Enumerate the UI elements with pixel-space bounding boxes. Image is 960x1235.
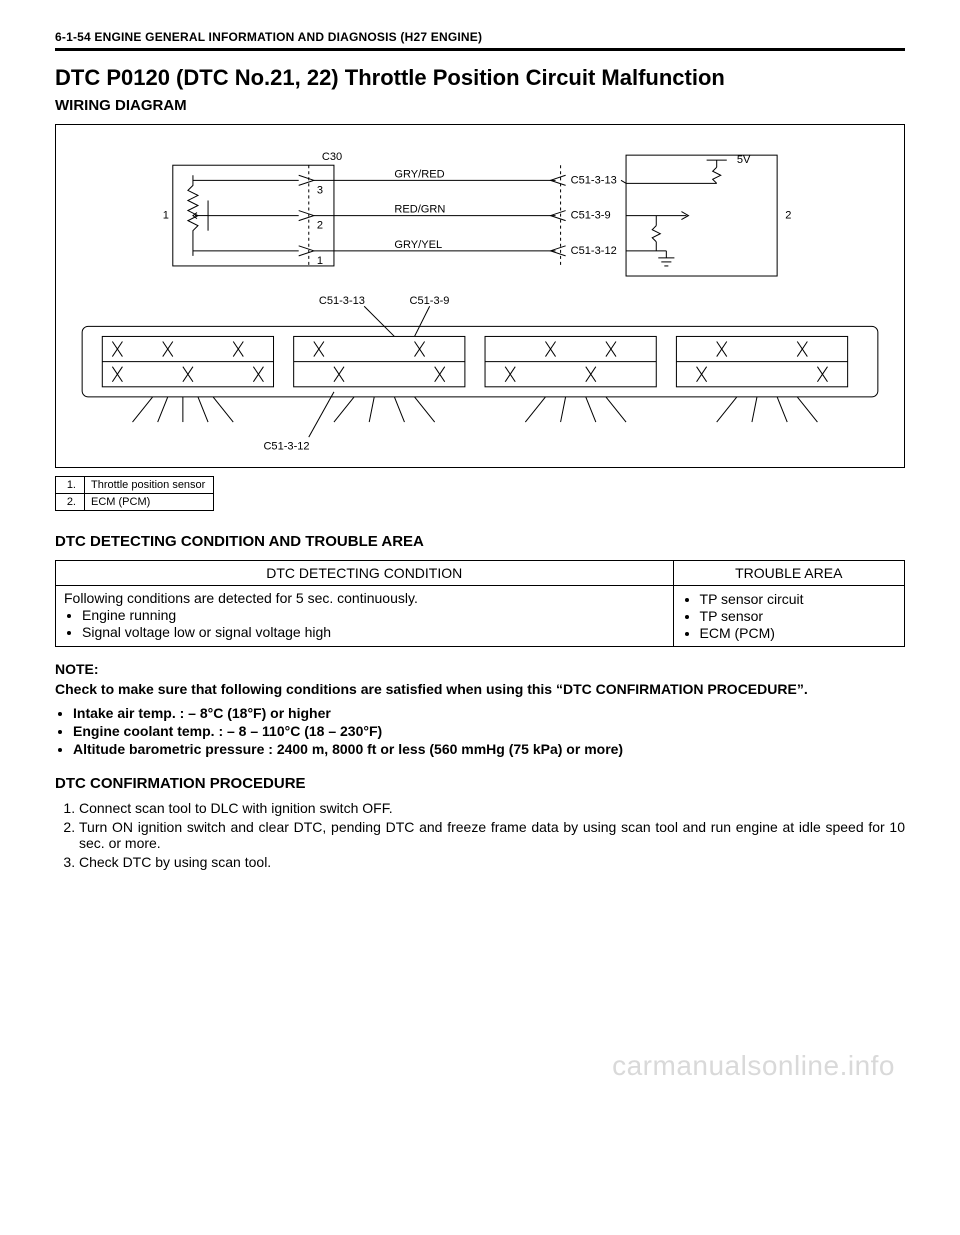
callout-2: C51-3-9 (409, 295, 449, 307)
rpin-2: C51-3-9 (571, 210, 611, 222)
rpin-3: C51-3-12 (571, 245, 617, 257)
rpin-1: C51-3-13 (571, 174, 617, 186)
note-item: Altitude barometric pressure : 2400 m, 8… (73, 741, 905, 757)
watermark: carmanualsonline.info (55, 1050, 905, 1082)
diag-conn-label: C30 (322, 151, 342, 163)
wire-3: GRY/YEL (394, 239, 442, 251)
detect-heading: DTC DETECTING CONDITION AND TROUBLE AREA (55, 533, 905, 550)
cond-right-item: TP sensor circuit (700, 591, 896, 607)
note-block: NOTE: Check to make sure that following … (55, 661, 905, 757)
proc-step: Check DTC by using scan tool. (79, 854, 905, 870)
wire-2: RED/GRN (394, 204, 445, 216)
proc-step: Connect scan tool to DLC with ignition s… (79, 800, 905, 816)
proc-list: Connect scan tool to DLC with ignition s… (61, 800, 905, 870)
note-item: Engine coolant temp. : – 8 – 110°C (18 –… (73, 723, 905, 739)
diag-left-label: 1 (163, 210, 169, 222)
condition-table: DTC DETECTING CONDITION TROUBLE AREA Fol… (55, 560, 905, 647)
five-v: 5V (737, 154, 751, 166)
cond-right-item: ECM (PCM) (700, 625, 896, 641)
legend-num: 1. (56, 477, 85, 494)
page-header: 6-1-54 ENGINE GENERAL INFORMATION AND DI… (55, 30, 905, 51)
diag-pin-2: 2 (317, 220, 323, 232)
wiring-diagram: 1 C30 3 2 1 GRY/RED RED/GRN GRY/YEL C51-… (55, 124, 905, 468)
cond-left-item: Signal voltage low or signal voltage hig… (82, 624, 665, 640)
wiring-heading: WIRING DIAGRAM (55, 97, 905, 114)
proc-step: Turn ON ignition switch and clear DTC, p… (79, 819, 905, 851)
diag-pin-3: 3 (317, 184, 323, 196)
cond-left: Following conditions are detected for 5 … (56, 586, 674, 647)
note-item: Intake air temp. : – 8°C (18°F) or highe… (73, 705, 905, 721)
cond-h2: TROUBLE AREA (673, 561, 904, 586)
legend-num: 2. (56, 494, 85, 511)
legend-text: Throttle position sensor (85, 477, 214, 494)
proc-heading: DTC CONFIRMATION PROCEDURE (55, 775, 905, 792)
callout-1: C51-3-13 (319, 295, 365, 307)
cond-right-item: TP sensor (700, 608, 896, 624)
cond-left-intro: Following conditions are detected for 5 … (64, 590, 418, 606)
diag-pin-1: 1 (317, 255, 323, 267)
page-title: DTC P0120 (DTC No.21, 22) Throttle Posit… (55, 65, 905, 91)
cond-right: TP sensor circuit TP sensor ECM (PCM) (673, 586, 904, 647)
cond-left-item: Engine running (82, 607, 665, 623)
diag-right-label: 2 (785, 210, 791, 222)
note-label: NOTE: (55, 661, 905, 677)
callout-3: C51-3-12 (263, 440, 309, 452)
cond-h1: DTC DETECTING CONDITION (56, 561, 674, 586)
note-text: Check to make sure that following condit… (55, 681, 905, 697)
legend-table: 1.Throttle position sensor 2.ECM (PCM) (55, 476, 214, 511)
legend-text: ECM (PCM) (85, 494, 214, 511)
wiring-svg: 1 C30 3 2 1 GRY/RED RED/GRN GRY/YEL C51-… (62, 135, 898, 457)
wire-1: GRY/RED (394, 168, 444, 180)
